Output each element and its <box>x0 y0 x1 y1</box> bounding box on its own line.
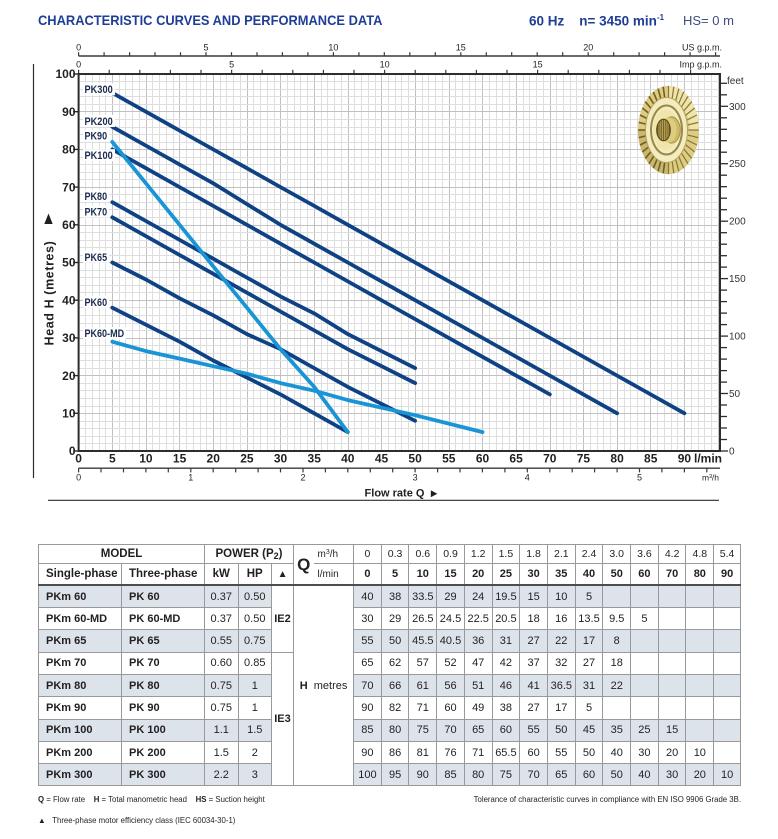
svg-text:300: 300 <box>729 102 746 113</box>
svg-text:m³/h: m³/h <box>702 473 719 483</box>
svg-text:90: 90 <box>678 452 692 466</box>
svg-text:PK100: PK100 <box>85 150 113 162</box>
svg-text:0: 0 <box>76 473 81 483</box>
svg-text:PK60: PK60 <box>85 297 108 309</box>
svg-text:200: 200 <box>729 217 746 228</box>
svg-text:US g.p.m.: US g.p.m. <box>682 43 722 53</box>
svg-text:Flow rate Q: Flow rate Q <box>365 488 425 500</box>
svg-text:PK65: PK65 <box>85 252 108 264</box>
svg-text:15: 15 <box>456 43 466 53</box>
svg-text:80: 80 <box>610 452 624 466</box>
svg-text:50: 50 <box>408 452 422 466</box>
svg-text:3: 3 <box>413 473 418 483</box>
svg-text:10: 10 <box>62 407 76 421</box>
svg-text:Head H (metres): Head H (metres) <box>43 241 57 346</box>
svg-text:PK60-MD: PK60-MD <box>85 328 125 340</box>
svg-text:40: 40 <box>341 452 355 466</box>
svg-text:20: 20 <box>583 43 593 53</box>
svg-text:30: 30 <box>274 452 288 466</box>
svg-text:5: 5 <box>637 473 642 483</box>
svg-text:5: 5 <box>203 43 208 53</box>
svg-text:0: 0 <box>75 452 82 466</box>
svg-text:1: 1 <box>188 473 193 483</box>
svg-text:PK300: PK300 <box>85 84 113 96</box>
svg-text:65: 65 <box>509 452 523 466</box>
svg-text:50: 50 <box>62 256 76 270</box>
svg-text:20: 20 <box>207 452 221 466</box>
svg-text:30: 30 <box>62 331 76 345</box>
svg-text:60: 60 <box>62 218 76 232</box>
svg-text:70: 70 <box>543 452 557 466</box>
svg-text:40: 40 <box>62 293 76 307</box>
svg-text:PK70: PK70 <box>85 207 108 219</box>
svg-text:5: 5 <box>229 60 234 70</box>
svg-text:100: 100 <box>55 67 75 81</box>
svg-text:55: 55 <box>442 452 456 466</box>
svg-text:PK80: PK80 <box>85 191 108 203</box>
svg-text:5: 5 <box>109 452 116 466</box>
svg-text:0: 0 <box>76 43 81 53</box>
svg-text:80: 80 <box>62 143 76 157</box>
svg-text:150: 150 <box>729 274 746 285</box>
svg-text:10: 10 <box>139 452 153 466</box>
svg-text:50: 50 <box>729 389 741 400</box>
svg-text:15: 15 <box>533 60 543 70</box>
svg-text:PK90: PK90 <box>85 131 108 143</box>
svg-text:60: 60 <box>476 452 490 466</box>
svg-text:35: 35 <box>308 452 322 466</box>
svg-text:0: 0 <box>69 444 76 458</box>
svg-text:75: 75 <box>577 452 591 466</box>
svg-text:0: 0 <box>76 60 81 70</box>
svg-text:100: 100 <box>729 332 746 343</box>
svg-text:70: 70 <box>62 180 76 194</box>
svg-text:20: 20 <box>62 369 76 383</box>
svg-text:feet: feet <box>727 76 744 87</box>
svg-text:15: 15 <box>173 452 187 466</box>
svg-text:10: 10 <box>328 43 338 53</box>
svg-text:85: 85 <box>644 452 658 466</box>
svg-text:25: 25 <box>240 452 254 466</box>
svg-text:4: 4 <box>525 473 530 483</box>
svg-text:l/min: l/min <box>694 452 722 466</box>
svg-text:0: 0 <box>729 447 735 458</box>
svg-text:Imp g.p.m.: Imp g.p.m. <box>679 60 722 70</box>
svg-text:2: 2 <box>300 473 305 483</box>
svg-text:90: 90 <box>62 105 76 119</box>
svg-text:PK200: PK200 <box>85 116 113 128</box>
svg-text:45: 45 <box>375 452 389 466</box>
svg-text:250: 250 <box>729 159 746 170</box>
svg-text:10: 10 <box>380 60 390 70</box>
